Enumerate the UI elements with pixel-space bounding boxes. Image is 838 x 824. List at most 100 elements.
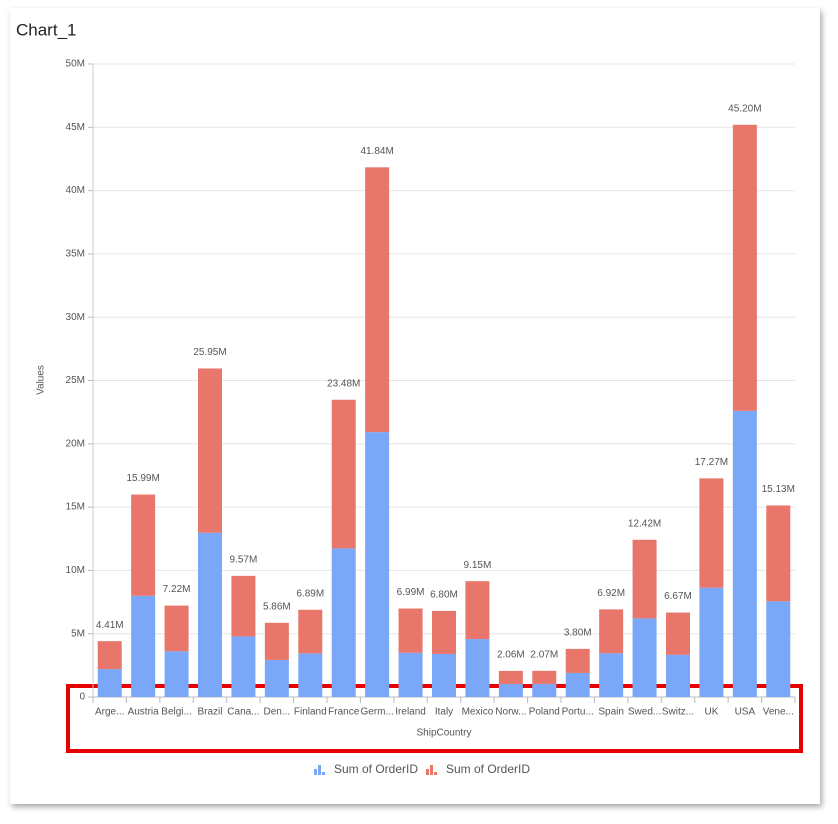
x-tick-label: Austria <box>128 707 160 718</box>
bar-segment <box>565 672 590 697</box>
bar-segment <box>97 641 122 670</box>
bar-segment <box>599 653 624 697</box>
y-tick-label: 40M <box>66 185 85 196</box>
y-tick-label: 25M <box>66 375 85 386</box>
bar-segment <box>365 167 390 433</box>
bar-segment <box>732 124 757 411</box>
bar-segment <box>532 670 557 684</box>
x-tick-label: Mexico <box>462 707 494 718</box>
legend-icon <box>322 772 325 775</box>
y-tick-label: 35M <box>66 249 85 260</box>
bar-segment <box>465 581 490 640</box>
x-tick-label: Cana... <box>227 707 259 718</box>
x-tick-label: Vene... <box>763 707 794 718</box>
legend-item[interactable]: Sum of OrderID <box>426 762 530 776</box>
x-tick-label: Arge... <box>95 707 124 718</box>
total-label: 2.06M <box>497 650 525 661</box>
bar-segment <box>498 670 523 684</box>
legend-label: Sum of OrderID <box>446 762 530 776</box>
x-tick-label: Switz... <box>662 707 694 718</box>
bar-segment <box>164 605 189 652</box>
total-label: 6.99M <box>397 587 425 598</box>
x-tick-label: Den... <box>264 707 291 718</box>
bar-segment <box>398 652 423 697</box>
bar-segment <box>532 683 557 697</box>
legend-label: Sum of OrderID <box>334 762 418 776</box>
y-tick-label: 45M <box>66 122 85 133</box>
y-tick-label: 20M <box>66 438 85 449</box>
bar-segment <box>298 653 323 697</box>
legend-icon <box>314 769 317 775</box>
x-tick-label: Brazil <box>197 707 222 718</box>
bar-segment <box>766 505 791 602</box>
bar-segment <box>198 532 222 697</box>
legend-icon <box>318 765 321 775</box>
bar-segment <box>398 608 423 653</box>
total-label: 12.42M <box>628 518 661 529</box>
legend-icon <box>426 769 429 775</box>
bar-segment <box>298 609 323 654</box>
x-tick-label: Norw... <box>495 707 526 718</box>
total-label: 23.48M <box>327 378 360 389</box>
total-label: 41.84M <box>360 146 393 157</box>
y-tick-label: 30M <box>66 312 85 323</box>
total-label: 4.41M <box>96 620 124 631</box>
y-axis-title: Values <box>36 365 47 395</box>
bar-segment <box>498 683 523 697</box>
bar-segment <box>699 587 724 697</box>
total-label: 25.95M <box>193 347 226 358</box>
total-label: 6.80M <box>430 590 458 601</box>
x-tick-label: France <box>328 707 360 718</box>
x-tick-label: Germ... <box>360 707 393 718</box>
total-label: 9.57M <box>230 554 258 565</box>
bar-segment <box>264 622 289 660</box>
total-label: 15.13M <box>762 484 795 495</box>
chart-title: Chart_1 <box>16 20 76 39</box>
total-label: 45.20M <box>728 103 761 114</box>
bar-segment <box>131 494 156 596</box>
legend-icon <box>430 765 433 775</box>
total-label: 6.89M <box>296 588 324 599</box>
bar-segment <box>432 653 456 697</box>
bar-segment <box>632 539 657 619</box>
x-tick-label: Finland <box>294 707 327 718</box>
bar-segment <box>666 654 690 697</box>
bar-segment <box>231 636 256 697</box>
x-tick-label: USA <box>735 707 756 718</box>
bar-segment <box>164 651 189 697</box>
bar-segment <box>264 659 289 697</box>
total-label: 2.07M <box>530 649 558 660</box>
x-tick-label: Swed... <box>628 707 661 718</box>
x-tick-label: Poland <box>529 707 560 718</box>
total-label: 15.99M <box>126 473 159 484</box>
total-label: 5.86M <box>263 601 291 612</box>
total-label: 6.92M <box>597 588 625 599</box>
total-label: 6.67M <box>664 591 692 602</box>
total-label: 17.27M <box>695 457 728 468</box>
legend-icon <box>434 772 437 775</box>
bar-segment <box>432 610 456 654</box>
y-tick-label: 10M <box>66 565 85 576</box>
bar-segment <box>666 612 690 655</box>
bar-segment <box>699 478 724 588</box>
total-label: 3.80M <box>564 628 592 639</box>
x-tick-label: UK <box>704 707 718 718</box>
x-axis-title: ShipCountry <box>416 728 471 739</box>
y-tick-label: 50M <box>66 59 85 70</box>
legend-item[interactable]: Sum of OrderID <box>314 762 418 776</box>
x-tick-label: Italy <box>435 707 453 718</box>
bar-segment <box>365 432 390 697</box>
bar-segment <box>331 399 356 549</box>
bar-segment <box>766 601 791 697</box>
bar-segment <box>97 669 122 697</box>
x-tick-label: Ireland <box>395 707 426 718</box>
y-tick-label: 15M <box>66 502 85 513</box>
x-tick-label: Spain <box>598 707 624 718</box>
y-tick-label: 5M <box>71 628 85 639</box>
bar-segment <box>198 368 222 533</box>
bar-segment <box>565 648 590 673</box>
bar-segment <box>599 609 624 654</box>
bar-segment <box>632 618 657 697</box>
